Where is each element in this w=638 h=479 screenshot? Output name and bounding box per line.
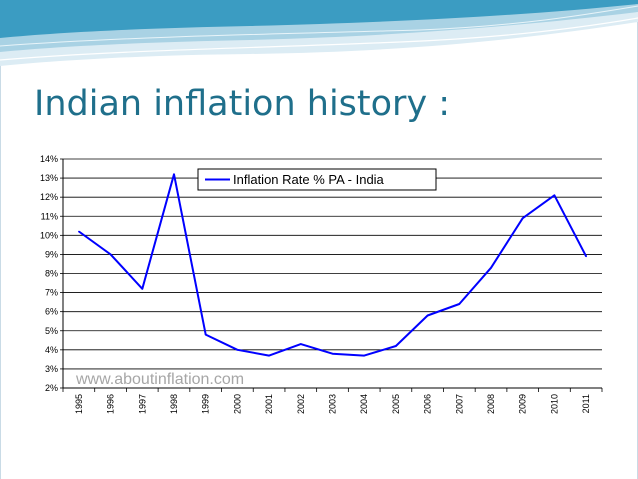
x-tick-label: 2007 [454, 394, 464, 414]
x-tick-label: 1998 [169, 394, 179, 414]
data-point [299, 343, 302, 345]
inflation-line-chart: 2% 3% 4% 5% 6% 7% 8% 9% 10% 11% 12% 13% 14% 1995 1996… [40, 154, 603, 414]
y-tick-label: 11% [41, 211, 58, 221]
x-tick-label: 2008 [486, 394, 496, 414]
data-point [236, 349, 239, 351]
x-tick-label: 2003 [328, 394, 338, 414]
wave-line-2 [0, 5, 638, 47]
data-point [331, 352, 334, 355]
data-point [109, 253, 112, 256]
x-tick-label: 1996 [106, 394, 116, 414]
y-axis-tick-labels: 2% 3% 4% 5% 6% 7% 8% 9% 10% 11% 12% 13% 14% [40, 154, 58, 393]
x-tick-label: 2005 [391, 394, 401, 414]
x-tick-label: 2001 [264, 394, 274, 414]
axes [60, 158, 603, 392]
y-tick-label: 6% [45, 307, 58, 317]
legend-box [197, 168, 437, 191]
x-tick-label: 2000 [232, 394, 242, 414]
x-tick-label: 1997 [137, 394, 147, 414]
x-tick-label: 2004 [359, 394, 369, 414]
x-tick-label: 2010 [549, 394, 559, 414]
y-tick-label: 13% [40, 173, 58, 183]
data-point [426, 314, 429, 317]
data-point [141, 287, 144, 290]
y-tick-label: 14% [40, 154, 58, 164]
data-point [490, 266, 492, 269]
data-point [268, 354, 270, 357]
y-tick-label: 4% [45, 345, 58, 355]
data-point [458, 303, 461, 305]
wave-line-1 [0, 17, 638, 61]
series-line-inflation-rate [78, 173, 587, 357]
y-tick-label: 5% [45, 326, 58, 336]
wave-band-dark [0, 0, 638, 38]
y-tick-label: 2% [45, 383, 58, 393]
y-tick-label: 7% [45, 288, 58, 298]
x-tick-label: 1995 [74, 394, 84, 414]
y-tick-label: 12% [40, 192, 58, 202]
y-tick-label: 8% [45, 269, 58, 279]
slide-title: Indian inflation history : [34, 84, 451, 124]
data-point [363, 354, 366, 357]
x-tick-label: 2002 [296, 394, 306, 414]
x-tick-label: 1999 [201, 394, 211, 414]
data-point [521, 217, 524, 219]
data-point [395, 345, 397, 347]
legend-label: Inflation Rate % PA - India [233, 172, 385, 187]
data-point [173, 173, 175, 176]
legend: Inflation Rate % PA - India [197, 168, 437, 191]
data-point [585, 255, 587, 258]
data-point [553, 194, 556, 197]
x-tick-label: 2011 [581, 394, 591, 413]
x-axis-tick-labels: 1995 1996 1997 1998 1999 2000 2001 2002 2003 2004… [74, 394, 591, 414]
y-tick-label: 10% [40, 230, 58, 240]
decorative-wave-header [0, 0, 638, 66]
watermark-text: www.aboutinflation.com [75, 371, 244, 388]
data-point [204, 333, 207, 336]
y-tick-label: 9% [45, 249, 58, 259]
data-series [78, 173, 587, 357]
x-tick-label: 2009 [518, 394, 528, 414]
data-point [78, 230, 80, 233]
y-tick-label: 3% [45, 364, 58, 374]
x-tick-label: 2006 [423, 394, 433, 414]
